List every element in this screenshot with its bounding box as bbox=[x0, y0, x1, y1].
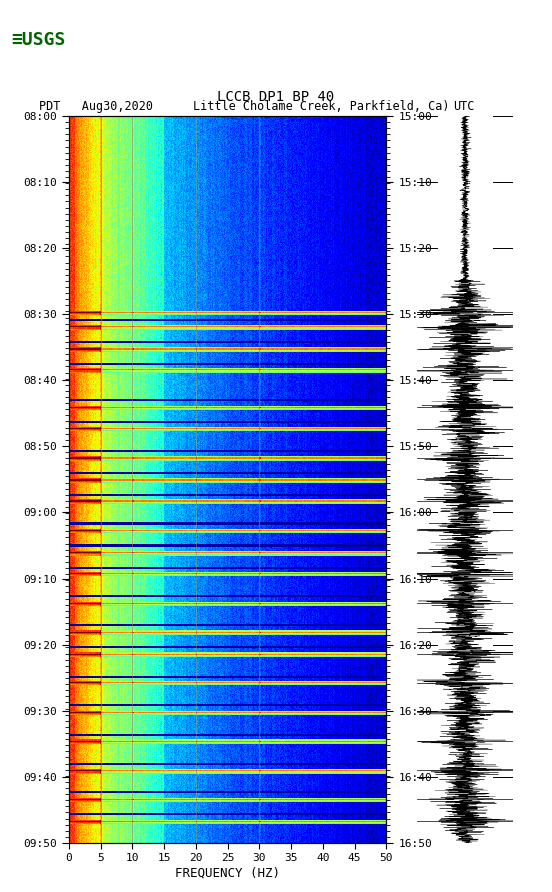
Text: ≡USGS: ≡USGS bbox=[11, 31, 66, 49]
Text: LCCB DP1 BP 40: LCCB DP1 BP 40 bbox=[217, 90, 335, 104]
Text: Little Cholame Creek, Parkfield, Ca): Little Cholame Creek, Parkfield, Ca) bbox=[193, 100, 450, 113]
X-axis label: FREQUENCY (HZ): FREQUENCY (HZ) bbox=[175, 866, 280, 880]
Text: PDT   Aug30,2020: PDT Aug30,2020 bbox=[39, 100, 153, 113]
Text: UTC: UTC bbox=[453, 100, 474, 113]
